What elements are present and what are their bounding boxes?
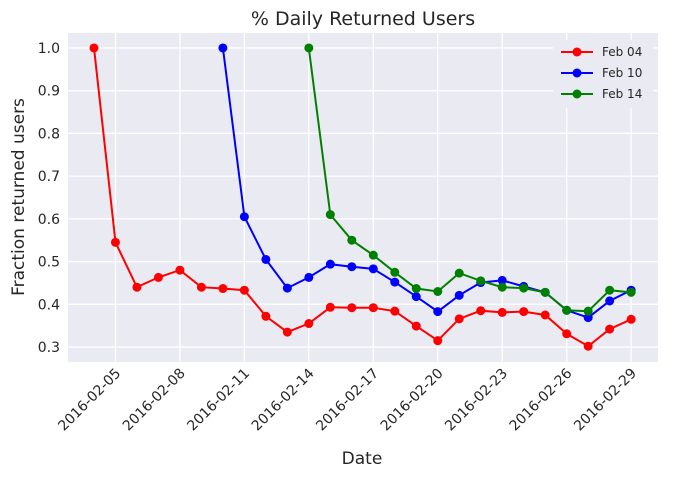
legend-entry: Feb 10 xyxy=(602,66,642,80)
data-point xyxy=(368,264,378,274)
x-tick-label: 2016-02-23 xyxy=(442,366,511,435)
data-point xyxy=(454,268,464,278)
y-tick-label: 0.5 xyxy=(38,255,60,271)
y-tick-label: 0.4 xyxy=(38,297,60,313)
x-tick-label: 2016-02-26 xyxy=(507,365,576,434)
data-point xyxy=(390,267,400,277)
data-point xyxy=(347,262,357,272)
data-point xyxy=(368,250,378,260)
data-point xyxy=(605,285,615,295)
data-point xyxy=(519,283,529,293)
data-point xyxy=(540,287,550,297)
data-point xyxy=(153,272,163,282)
data-point xyxy=(583,313,593,323)
x-axis-ticks: 2016-02-052016-02-082016-02-112016-02-14… xyxy=(55,365,640,434)
y-tick-label: 0.8 xyxy=(38,126,60,142)
grid xyxy=(68,33,658,362)
legend: Feb 04 Feb 10 Feb 14 xyxy=(553,40,653,108)
legend-marker xyxy=(572,89,582,99)
legend-marker xyxy=(572,68,582,78)
data-point xyxy=(540,310,550,320)
x-axis-label: Date xyxy=(342,449,383,469)
y-axis-ticks: 0.3 0.4 0.5 0.6 0.7 0.8 0.9 1.0 xyxy=(38,41,60,356)
y-tick-label: 0.9 xyxy=(38,84,60,100)
data-point xyxy=(454,314,464,324)
data-point xyxy=(325,259,335,269)
data-point xyxy=(239,212,249,222)
data-point xyxy=(497,282,507,292)
series-group xyxy=(89,43,636,351)
data-point xyxy=(261,311,271,321)
y-tick-label: 0.3 xyxy=(38,340,60,356)
x-tick-label: 2016-02-05 xyxy=(55,366,124,435)
data-point xyxy=(411,284,421,294)
data-point xyxy=(261,254,271,264)
legend-marker xyxy=(572,47,582,57)
data-point xyxy=(218,284,228,294)
x-tick-label: 2016-02-08 xyxy=(120,366,189,435)
data-point xyxy=(476,276,486,286)
x-tick-label: 2016-02-20 xyxy=(378,366,447,435)
data-point xyxy=(476,306,486,316)
data-point xyxy=(519,307,529,317)
data-point xyxy=(325,210,335,220)
data-point xyxy=(304,43,314,53)
chart-title: % Daily Returned Users xyxy=(251,8,475,30)
data-point xyxy=(433,307,443,317)
data-point xyxy=(583,341,593,351)
data-point xyxy=(605,324,615,334)
legend-entry: Feb 04 xyxy=(602,45,642,59)
data-point xyxy=(497,275,507,285)
y-tick-label: 1.0 xyxy=(38,41,60,57)
data-point xyxy=(605,296,615,306)
data-point xyxy=(304,319,314,329)
data-point xyxy=(626,287,636,297)
y-tick-label: 0.7 xyxy=(38,169,60,185)
data-point xyxy=(325,302,335,312)
data-point xyxy=(347,235,357,245)
data-point xyxy=(368,303,378,313)
y-axis-label: Fraction returned users xyxy=(9,98,29,296)
data-point xyxy=(347,303,357,313)
data-point xyxy=(218,43,228,53)
data-point xyxy=(282,283,292,293)
data-point xyxy=(132,282,142,292)
x-tick-label: 2016-02-11 xyxy=(184,366,253,435)
data-point xyxy=(304,272,314,282)
data-point xyxy=(433,336,443,346)
series-line xyxy=(307,47,632,313)
data-point xyxy=(390,306,400,316)
data-point xyxy=(562,305,572,315)
data-point xyxy=(411,321,421,331)
data-point xyxy=(110,237,120,247)
data-point xyxy=(89,43,99,53)
y-tick-label: 0.6 xyxy=(38,212,60,228)
x-tick-label: 2016-02-17 xyxy=(313,366,382,435)
data-point xyxy=(196,282,206,292)
data-point xyxy=(411,292,421,302)
data-point xyxy=(562,329,572,339)
x-tick-label: 2016-02-29 xyxy=(571,366,640,435)
data-point xyxy=(497,307,507,317)
x-tick-label: 2016-02-14 xyxy=(249,365,318,434)
data-point xyxy=(282,327,292,337)
data-point xyxy=(239,285,249,295)
legend-entry: Feb 14 xyxy=(602,87,642,101)
data-point xyxy=(175,265,185,275)
data-point xyxy=(583,306,593,316)
data-point xyxy=(454,290,464,300)
data-point xyxy=(626,314,636,324)
data-point xyxy=(390,277,400,287)
data-point xyxy=(433,287,443,296)
